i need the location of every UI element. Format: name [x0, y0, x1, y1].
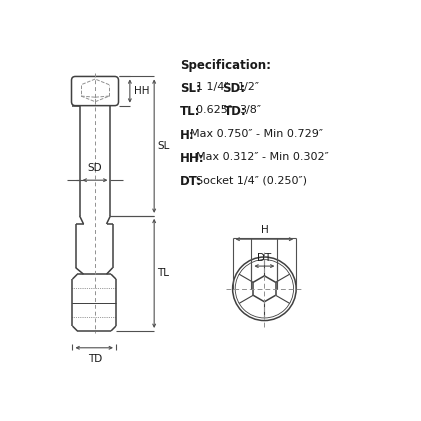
Text: 1 1/4″: 1 1/4″: [196, 82, 235, 92]
Text: 1/2″: 1/2″: [238, 82, 260, 92]
Text: TL:: TL:: [180, 105, 200, 118]
Text: SD: SD: [88, 163, 102, 173]
Text: SL:: SL:: [180, 82, 201, 95]
Text: SL: SL: [157, 141, 170, 151]
Text: SD:: SD:: [222, 82, 245, 95]
Text: HH: HH: [134, 86, 149, 96]
Text: 3/8″: 3/8″: [240, 105, 261, 115]
Text: DT:: DT:: [180, 175, 202, 188]
Text: HH:: HH:: [180, 152, 205, 165]
Text: Max 0.750″ - Min 0.729″: Max 0.750″ - Min 0.729″: [190, 129, 323, 139]
Text: H:: H:: [180, 129, 195, 141]
Text: Specification:: Specification:: [180, 59, 271, 72]
Text: TD:: TD:: [224, 105, 247, 118]
Text: TD: TD: [88, 354, 102, 364]
Text: DT: DT: [257, 253, 272, 263]
Text: Socket 1/4″ (0.250″): Socket 1/4″ (0.250″): [196, 175, 306, 185]
Text: Max 0.312″ - Min 0.302″: Max 0.312″ - Min 0.302″: [196, 152, 328, 162]
Text: 0.625″: 0.625″: [196, 105, 239, 115]
Text: H: H: [261, 225, 268, 235]
Text: TL: TL: [157, 268, 169, 278]
